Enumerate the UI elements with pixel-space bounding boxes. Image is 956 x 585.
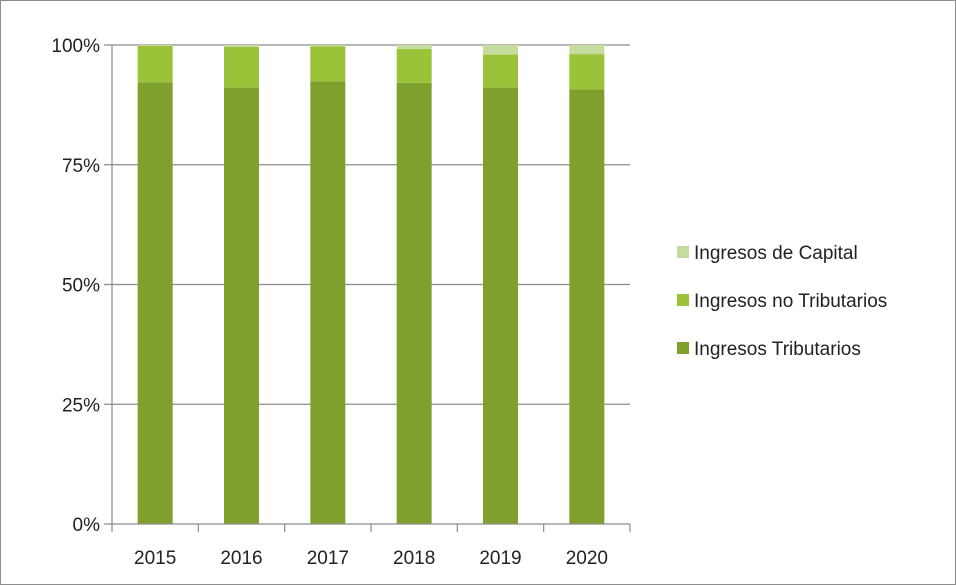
x-tick-label: 2015 [134,548,176,569]
legend-label: Ingresos Tributarios [694,339,861,360]
bar-segment [569,89,605,524]
bar-segment [310,45,346,47]
y-tick-label: 100% [51,36,100,57]
bar-segment [224,46,259,88]
x-tick-labels: 2015 2016 2017 2018 2019 2020 [134,548,608,569]
bar-segment [483,54,518,88]
x-tick-label: 2020 [566,548,608,569]
bar-segment [483,45,518,55]
x-tick-label: 2018 [393,548,435,569]
bar-segment [137,45,173,46]
bar-segment [483,87,518,525]
bar-segment [569,54,605,90]
x-tick-label: 2016 [220,548,262,569]
x-tick-label: 2019 [479,548,521,569]
bar-segment [396,48,432,83]
legend: Ingresos de Capital Ingresos no Tributari… [677,243,887,360]
axes [104,45,631,532]
legend-label: Ingresos de Capital [694,243,858,264]
bar-segment [310,81,346,525]
y-tick-labels: 0% 25% 50% 75% 100% [51,36,100,536]
y-tick-label: 75% [62,156,100,177]
legend-swatch [677,294,689,306]
y-tick-label: 25% [62,395,100,416]
legend-label: Ingresos no Tributarios [694,291,887,312]
gridlines [104,44,630,405]
legend-swatch [677,342,689,354]
y-tick-label: 50% [62,276,100,297]
bar-segment [137,82,173,524]
bar-segment [224,87,259,525]
legend-swatch [677,246,689,258]
bar-segment [137,45,173,83]
bar-segment [224,45,259,47]
bars [137,45,605,525]
bar-segment [396,82,432,524]
bar-segment [310,46,346,82]
bar-segment [569,45,605,55]
bar-segment [396,45,432,49]
y-tick-label: 0% [73,515,101,536]
x-tick-label: 2017 [307,548,349,569]
